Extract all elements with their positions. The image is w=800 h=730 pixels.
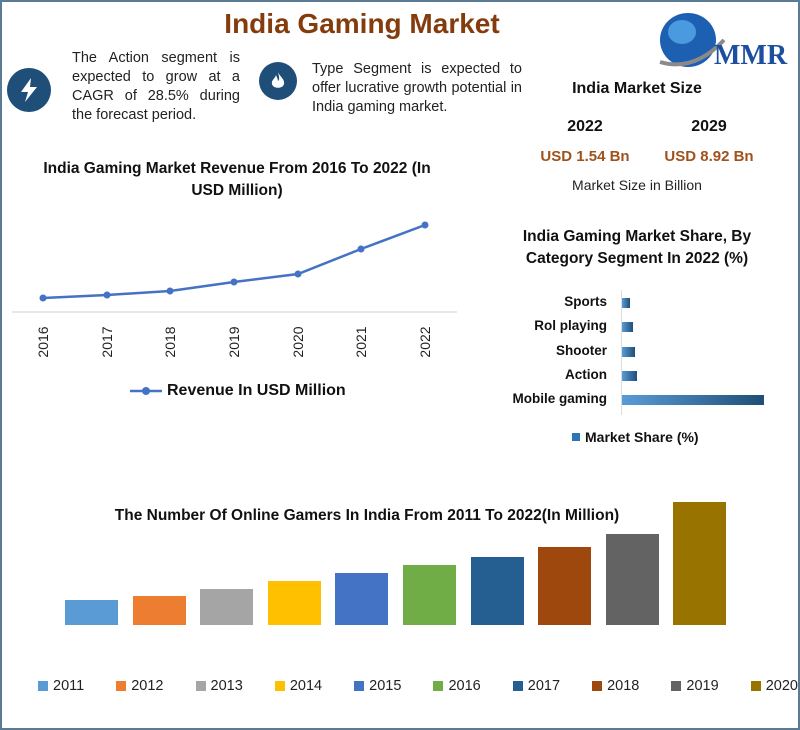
market-size-year-2022: 2022 — [567, 118, 603, 135]
revenue-series-line — [42, 223, 426, 300]
legend-label: 2011 — [53, 678, 85, 694]
legend-label: Revenue In USD Million — [167, 382, 346, 399]
share-chart-legend: Market Share (%) — [572, 429, 699, 445]
data-point-2021 — [357, 245, 365, 253]
line-chart — [12, 221, 457, 313]
category-label: Rol playing — [534, 318, 607, 334]
gamers-chart-legend: 2011 2012 2013 2014 2015 2016 2017 2018 2019 2020 — [38, 676, 798, 696]
svg-text:MMR: MMR — [714, 40, 788, 71]
data-point-2022 — [421, 221, 429, 229]
category-label: Sports — [564, 294, 607, 309]
legend-item-2012: 2012 — [116, 676, 164, 696]
bar-2017 — [470, 557, 524, 625]
bar-2015 — [335, 573, 389, 625]
legend-item-2011: 2011 — [38, 676, 84, 696]
gamers-chart-title: The Number Of Online Gamers In India Fro… — [114, 507, 620, 524]
legend-swatch — [38, 681, 48, 691]
legend-label: 2015 — [369, 678, 402, 694]
x-tick-2018: 2018 — [162, 326, 178, 358]
legend-item-2014: 2014 — [274, 676, 323, 696]
legend-swatch — [572, 433, 580, 441]
legend-label: Market Share (%) — [585, 429, 699, 445]
legend-swatch — [433, 681, 444, 691]
action-highlight-text: The Action segment is expected to grow a… — [72, 50, 240, 123]
bar-sports — [622, 298, 630, 308]
page-title: India Gaming Market — [224, 8, 500, 39]
category-label: Shooter — [555, 342, 607, 358]
bar-mobile-gaming — [622, 395, 764, 406]
legend-swatch — [592, 681, 603, 691]
market-size-value-2029: USD 8.92 Bn — [664, 148, 754, 165]
share-chart-title: India Gaming Market Share, By Category S… — [522, 228, 752, 267]
data-point-2019 — [230, 278, 238, 286]
legend-label: 2014 — [289, 678, 323, 694]
market-size-value-2022: USD 1.54 Bn — [540, 148, 630, 165]
legend-swatch — [750, 681, 761, 691]
legend-item-2013: 2013 — [195, 676, 243, 696]
category-label: Action — [565, 366, 607, 382]
legend-item-2018: 2018 — [592, 676, 639, 696]
category-axis-line — [621, 290, 622, 415]
x-tick-2021: 2021 — [353, 326, 369, 358]
market-size-caption: Market Size in Billion — [572, 177, 702, 193]
bar-action — [622, 370, 637, 381]
line-chart-title: India Gaming Market Revenue From 2016 To… — [43, 160, 431, 199]
x-tick-2022: 2022 — [417, 326, 433, 358]
data-point-2017 — [103, 291, 111, 299]
mmr-logo: MMR — [654, 10, 794, 72]
market-size-title: India Market Size — [572, 80, 702, 97]
legend-label: 2020 — [765, 678, 798, 694]
legend-item-2019: 2019 — [671, 676, 719, 696]
legend-swatch — [116, 681, 127, 691]
legend-swatch — [274, 681, 285, 691]
bar-2018 — [538, 547, 592, 625]
x-tick-2016: 2016 — [35, 326, 51, 358]
line-chart-legend: Revenue In USD Million — [130, 382, 346, 400]
bar-2011 — [65, 600, 118, 625]
bar-shooter — [622, 346, 635, 357]
legend-label: 2017 — [527, 678, 561, 694]
bar-rol-playing — [622, 322, 634, 333]
legend-label: 2013 — [210, 678, 243, 694]
flame-icon — [259, 62, 297, 100]
data-point-2018 — [166, 287, 174, 295]
gamers-chart — [2, 492, 800, 627]
legend-swatch — [354, 681, 365, 691]
legend-label: 2016 — [448, 678, 481, 694]
x-tick-2017: 2017 — [99, 326, 115, 358]
legend-label: 2012 — [131, 678, 164, 694]
bar-2012 — [132, 596, 186, 625]
legend-swatch — [671, 681, 682, 691]
type-highlight-text: Type Segment is expected to offer lucrat… — [312, 61, 522, 115]
bar-2019 — [605, 534, 659, 625]
x-tick-2020: 2020 — [290, 326, 306, 358]
share-chart: Sports Rol playing Shooter Action Mobile gam… — [497, 290, 787, 415]
legend-item-2016: 2016 — [433, 676, 481, 696]
data-point-2016 — [39, 294, 47, 302]
bar-2014 — [267, 581, 321, 625]
legend-label: 2019 — [686, 678, 719, 694]
legend-item-2017: 2017 — [512, 676, 561, 696]
x-tick-2019: 2019 — [226, 326, 242, 358]
legend-line-marker — [130, 387, 162, 395]
legend-swatch — [195, 681, 206, 691]
data-point-2020 — [294, 270, 302, 278]
market-size-year-2029: 2029 — [691, 118, 727, 135]
bar-2013 — [200, 589, 254, 625]
legend-item-2015: 2015 — [354, 676, 401, 696]
legend-label: 2018 — [607, 678, 640, 694]
bar-2016 — [403, 565, 456, 625]
bar-2020 — [673, 502, 727, 625]
legend-swatch — [512, 681, 523, 691]
line-chart-x-axis: 2016 2017 2018 2019 2020 2021 2022 — [2, 322, 472, 362]
lightning-icon — [7, 68, 51, 112]
legend-item-2020: 2020 — [750, 676, 798, 696]
category-label: Mobile gaming — [512, 391, 608, 407]
